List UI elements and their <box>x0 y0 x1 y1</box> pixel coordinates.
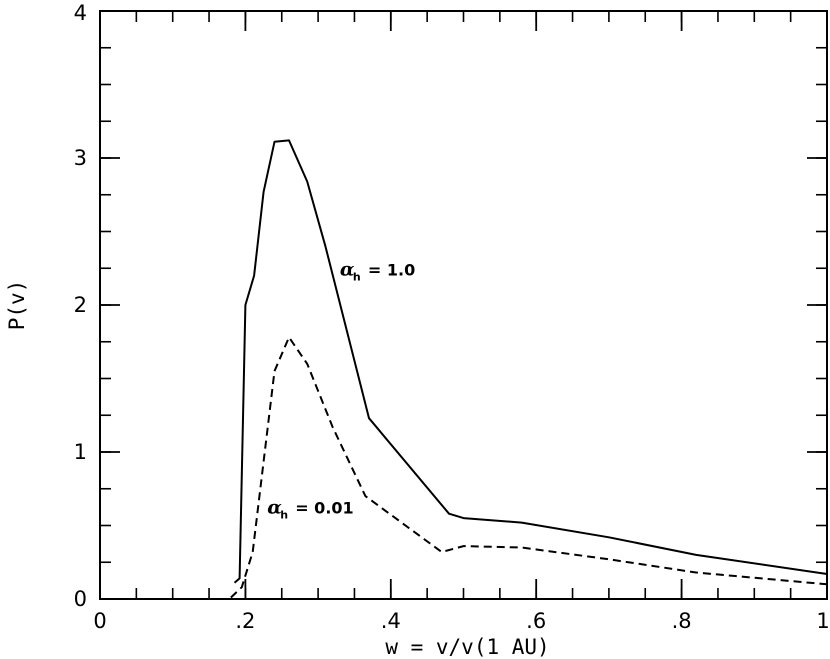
x-tick-label: .8 <box>672 609 692 633</box>
annotation-label: αh = 1.0 <box>340 259 415 284</box>
series-line-dashed <box>230 336 828 599</box>
annotation-label: αh = 0.01 <box>267 497 353 522</box>
x-tick-label: .2 <box>235 609 255 633</box>
plot-frame <box>99 10 828 600</box>
annotation-subscript: h <box>353 271 361 284</box>
minor-ticks <box>99 10 828 600</box>
series-layer <box>230 139 828 599</box>
y-tick-label: 0 <box>74 587 87 611</box>
y-tick-label: 4 <box>74 1 87 25</box>
series-line-solid <box>233 139 828 584</box>
x-tick-label: 1 <box>816 609 829 633</box>
y-tick-label: 2 <box>74 293 87 317</box>
major-ticks <box>99 10 828 600</box>
annotation-subscript: h <box>280 509 288 522</box>
y-axis-title: P(v) <box>5 280 29 331</box>
annotation-text: = 0.01 <box>295 499 353 518</box>
annotations: αh = 1.0αh = 0.01 <box>267 259 415 522</box>
x-tick-label: .6 <box>526 609 546 633</box>
x-tick-labels: 0 .2 .4 .6 .8 1 <box>93 609 829 633</box>
x-tick-label: .4 <box>381 609 401 633</box>
y-tick-label: 1 <box>74 440 87 464</box>
y-tick-labels: 0 1 2 3 4 <box>74 1 87 611</box>
annotation-text: = 1.0 <box>368 261 415 280</box>
y-tick-label: 3 <box>74 146 87 170</box>
annotation-symbol: α <box>340 259 355 281</box>
annotation-symbol: α <box>267 497 282 519</box>
x-tick-label: 0 <box>93 609 106 633</box>
x-axis-title: w = v/v(1 AU) <box>385 635 549 659</box>
